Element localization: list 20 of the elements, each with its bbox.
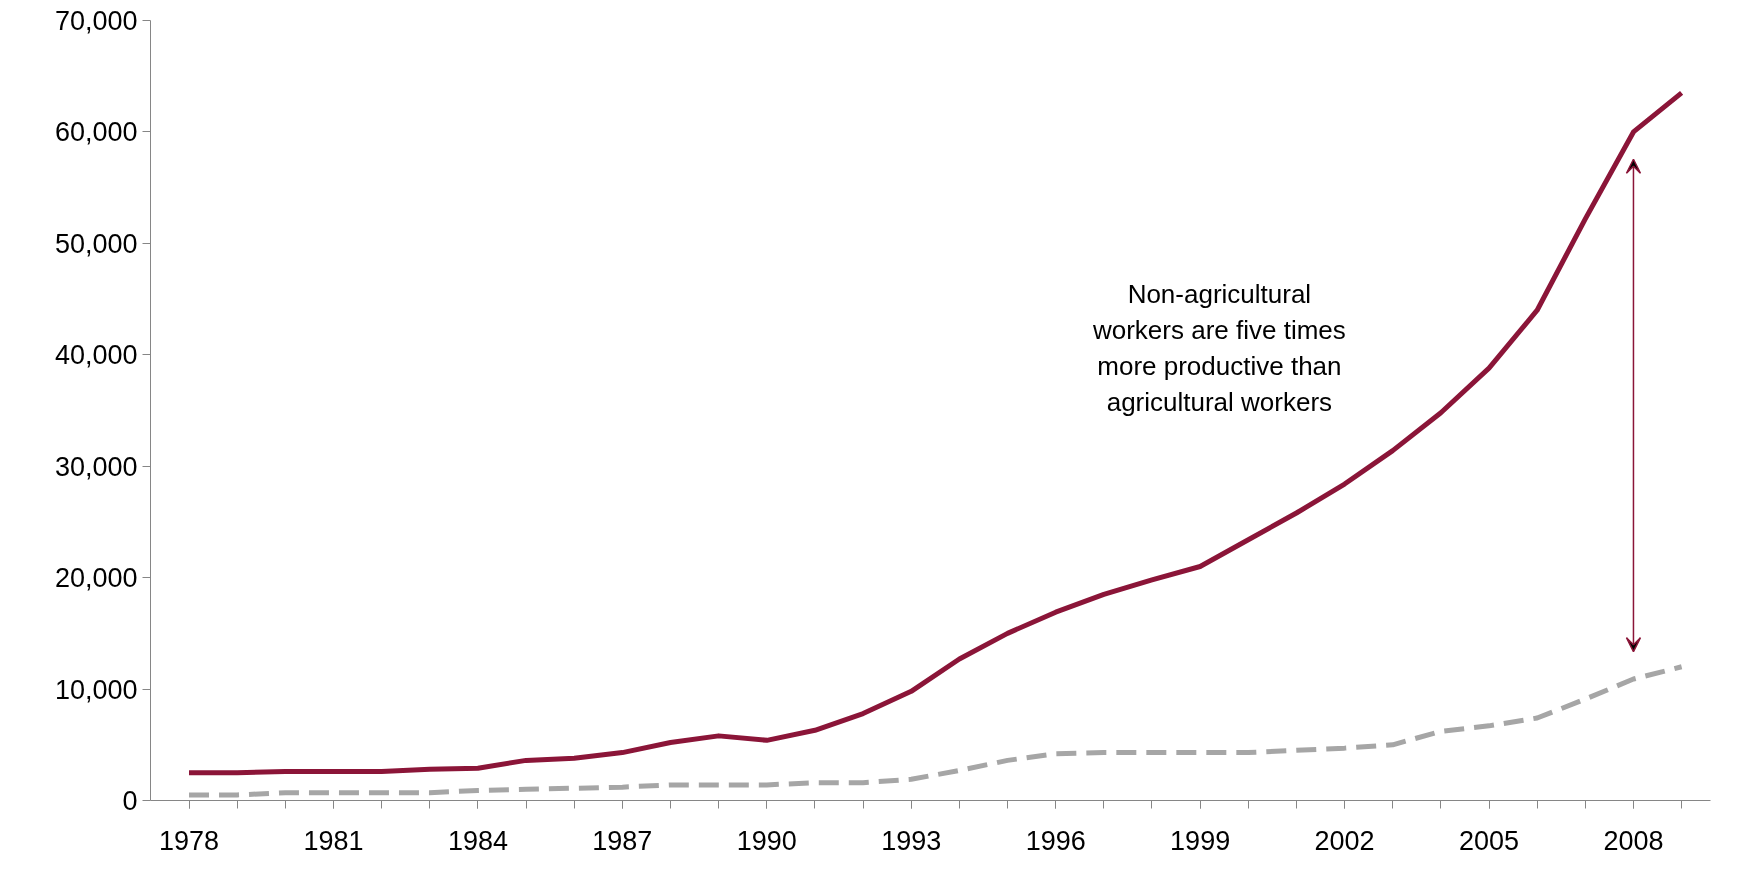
x-tick-label: 1984: [447, 825, 508, 856]
x-tick-label: 2008: [1603, 825, 1664, 856]
y-tick-label: 70,000: [54, 6, 138, 36]
y-tick-label: 20,000: [54, 563, 138, 594]
x-tick-label: 1978: [158, 825, 220, 856]
y-tick-label: 50,000: [54, 228, 138, 259]
x-tick-label: 1987: [592, 825, 653, 856]
x-tick-label: 1990: [736, 825, 797, 856]
y-tick-label: 40,000: [54, 340, 138, 371]
x-tick-label: 2005: [1458, 825, 1520, 856]
annotation: Non-agricultural workers are five times more productive than agricultural workers: [1091, 279, 1346, 418]
x-tick-label: 1993: [881, 825, 942, 856]
y-tick-label: 0: [122, 786, 138, 816]
x-tick-label: 1981: [303, 825, 364, 856]
x-tick-label: 2002: [1314, 825, 1375, 856]
y-tick-label: 10,000: [54, 674, 138, 705]
y-tick-label: 30,000: [54, 451, 138, 482]
y-tick-label: 60,000: [54, 117, 138, 148]
x-tick-label: 1999: [1170, 825, 1231, 856]
x-tick-label: 1996: [1025, 825, 1086, 856]
